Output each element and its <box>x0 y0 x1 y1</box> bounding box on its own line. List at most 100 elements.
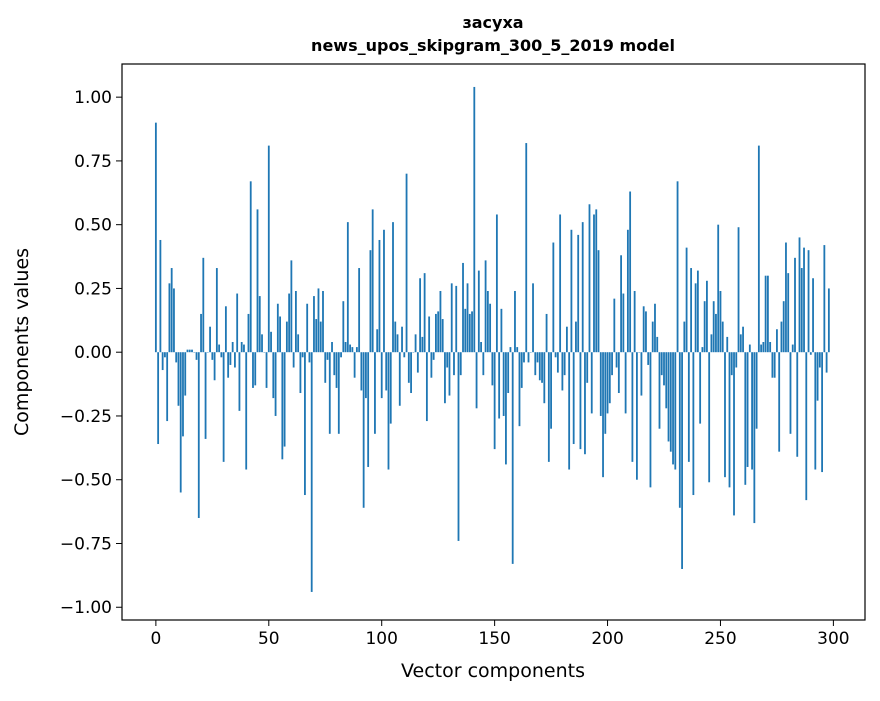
bar <box>609 352 611 403</box>
bar <box>726 337 728 352</box>
bar <box>345 342 347 352</box>
bar <box>401 327 403 353</box>
bar <box>297 334 299 352</box>
bar <box>672 352 674 464</box>
bar <box>252 352 254 388</box>
bar <box>744 352 746 485</box>
bar <box>659 352 661 429</box>
bar <box>521 352 523 388</box>
bar <box>313 296 315 352</box>
bar <box>699 352 701 423</box>
bar <box>677 181 679 352</box>
bar <box>424 273 426 352</box>
bar <box>690 268 692 352</box>
bar <box>749 345 751 353</box>
bar <box>769 342 771 352</box>
bar <box>557 352 559 372</box>
bar <box>379 240 381 352</box>
bar <box>514 291 516 352</box>
bar <box>279 317 281 353</box>
bar <box>494 352 496 449</box>
bar <box>528 352 530 362</box>
bar <box>613 299 615 353</box>
bar <box>182 352 184 436</box>
bar <box>270 332 272 352</box>
bar <box>446 352 448 367</box>
bar <box>367 352 369 467</box>
bar <box>473 87 475 352</box>
bar <box>421 337 423 352</box>
bar <box>532 283 534 352</box>
bar <box>636 352 638 480</box>
bar <box>787 273 789 352</box>
bar <box>735 352 737 367</box>
bar <box>159 240 161 352</box>
bar <box>537 352 539 362</box>
bar <box>383 230 385 352</box>
bar <box>467 283 469 352</box>
bar <box>327 352 329 360</box>
bar <box>580 352 582 449</box>
bar <box>695 283 697 352</box>
bar <box>428 317 430 353</box>
bar <box>250 181 252 352</box>
bar <box>774 352 776 378</box>
bar <box>598 250 600 352</box>
bar <box>444 352 446 403</box>
bar <box>272 352 274 398</box>
bar <box>392 222 394 352</box>
bar <box>480 342 482 352</box>
bar <box>261 334 263 352</box>
bar <box>417 352 419 372</box>
bar <box>742 327 744 353</box>
bar <box>302 352 304 357</box>
bar <box>686 248 688 353</box>
bar <box>688 352 690 462</box>
bar <box>331 342 333 352</box>
y-tick-label: −0.75 <box>60 534 112 554</box>
bar <box>616 352 618 367</box>
bar <box>304 352 306 495</box>
bar <box>668 352 670 441</box>
bar <box>697 271 699 353</box>
bar <box>591 352 593 413</box>
bar <box>347 222 349 352</box>
bar <box>320 322 322 353</box>
bar <box>449 352 451 395</box>
bar <box>589 204 591 352</box>
bar <box>476 352 478 408</box>
bar <box>575 322 577 353</box>
bar <box>679 352 681 508</box>
bar <box>516 347 518 352</box>
bar <box>487 291 489 352</box>
bar <box>157 352 159 444</box>
bar <box>523 352 525 362</box>
bar <box>715 314 717 352</box>
bar <box>426 352 428 421</box>
bar <box>435 314 437 352</box>
bar <box>600 352 602 416</box>
y-tick-label: −0.50 <box>60 471 112 491</box>
bar <box>365 352 367 398</box>
bar <box>785 243 787 353</box>
bar <box>173 288 175 352</box>
bar <box>306 304 308 352</box>
bar <box>385 352 387 390</box>
bar <box>408 352 410 383</box>
bar <box>214 352 216 380</box>
bar <box>724 352 726 477</box>
x-tick-label: 150 <box>478 629 510 649</box>
bar <box>611 352 613 375</box>
bar <box>573 352 575 444</box>
bar <box>711 334 713 352</box>
bar <box>819 352 821 367</box>
bar <box>722 322 724 353</box>
bar <box>205 352 207 439</box>
y-tick-label: −1.00 <box>60 598 112 618</box>
bar <box>349 345 351 353</box>
bar <box>329 352 331 434</box>
bar <box>198 352 200 518</box>
